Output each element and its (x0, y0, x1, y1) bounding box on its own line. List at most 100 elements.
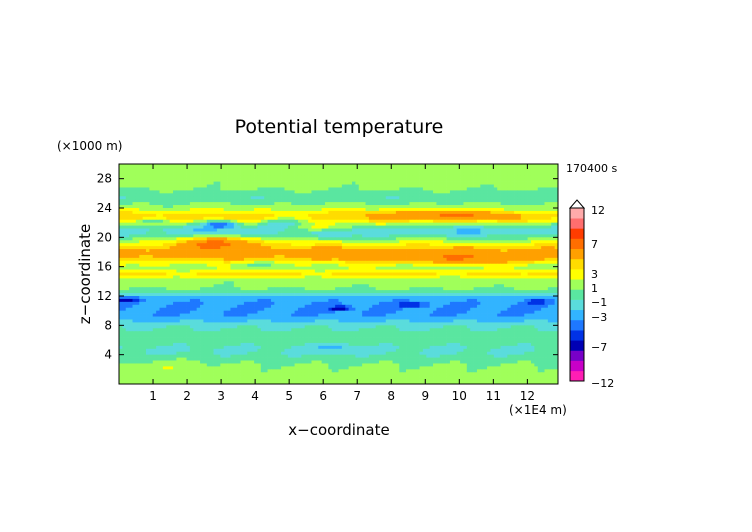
heatmap-cell (223, 254, 228, 259)
heatmap-cell (460, 219, 464, 224)
heatmap-cell (554, 228, 559, 232)
heatmap-cell (220, 249, 225, 253)
heatmap-cell (149, 193, 154, 197)
heatmap-cell (210, 249, 214, 253)
heatmap-cell (308, 190, 312, 194)
heatmap-cell (422, 202, 427, 206)
heatmap-cell (375, 199, 380, 203)
heatmap-cell (297, 237, 302, 241)
heatmap-cell (429, 234, 434, 238)
heatmap-cell (466, 205, 471, 209)
heatmap-cell (321, 225, 326, 229)
heatmap-cell (210, 166, 214, 171)
heatmap-cell (206, 275, 211, 279)
heatmap-cell (250, 202, 255, 206)
heatmap-cell (125, 231, 130, 235)
heatmap-cell (257, 210, 262, 215)
heatmap-cell (301, 193, 306, 197)
heatmap-cell (243, 228, 248, 232)
heatmap-cell (220, 225, 225, 229)
heatmap-cell (179, 269, 184, 273)
heatmap-cell (119, 187, 123, 191)
heatmap-cell (392, 175, 397, 180)
heatmap-cell (554, 246, 559, 250)
heatmap-cell (554, 178, 559, 182)
heatmap-cell (429, 272, 434, 276)
heatmap-cell (122, 269, 127, 273)
heatmap-cell (527, 181, 532, 185)
heatmap-cell (284, 193, 289, 197)
heatmap-cell (480, 202, 485, 206)
heatmap-cell (166, 199, 171, 203)
heatmap-cell (345, 252, 349, 256)
heatmap-cell (230, 190, 235, 194)
heatmap-cell (291, 246, 295, 250)
heatmap-cell (527, 272, 532, 276)
heatmap-cell (314, 216, 319, 221)
heatmap-cell (372, 166, 376, 171)
heatmap-cell (173, 260, 177, 265)
heatmap-cell (142, 181, 147, 185)
heatmap-cell (514, 266, 518, 270)
heatmap-cell (473, 205, 478, 209)
heatmap-cell (119, 210, 123, 215)
heatmap-cell (524, 237, 528, 241)
heatmap-cell (379, 213, 383, 218)
heatmap-cell (460, 254, 464, 259)
heatmap-cell (270, 166, 275, 171)
heatmap-cell (433, 178, 437, 182)
heatmap-cell (493, 252, 498, 256)
heatmap-cell (385, 249, 390, 253)
heatmap-cell (456, 210, 461, 215)
heatmap-cell (551, 213, 555, 218)
heatmap-cell (142, 205, 147, 209)
heatmap-cell (524, 266, 528, 270)
heatmap-cell (358, 175, 363, 180)
heatmap-cell (142, 219, 147, 224)
heatmap-cell (233, 257, 238, 262)
heatmap-cell (152, 263, 157, 268)
heatmap-cell (406, 172, 410, 177)
heatmap-cell (345, 225, 349, 229)
heatmap-cell (338, 172, 343, 177)
heatmap-cell (203, 187, 208, 191)
heatmap-cell (240, 164, 245, 168)
heatmap-cell (264, 172, 268, 177)
heatmap-cell (308, 228, 312, 232)
heatmap-cell (470, 246, 474, 250)
heatmap-cell (294, 202, 299, 206)
heatmap-cell (149, 205, 154, 209)
heatmap-cell (227, 263, 231, 268)
heatmap-cell (527, 260, 532, 265)
heatmap-cell (473, 266, 478, 270)
heatmap-cell (352, 164, 356, 168)
heatmap-cell (372, 190, 376, 194)
heatmap-cell (240, 275, 245, 279)
heatmap-cell (169, 234, 174, 238)
heatmap-cell (487, 216, 491, 221)
heatmap-cell (281, 240, 285, 244)
heatmap-cell (297, 213, 302, 218)
heatmap-cell (291, 219, 295, 224)
heatmap-cell (348, 269, 353, 273)
heatmap-cell (135, 240, 140, 244)
heatmap-cell (412, 257, 417, 262)
heatmap-cell (125, 257, 130, 262)
heatmap-cell (277, 269, 282, 273)
heatmap-cell (365, 213, 370, 218)
heatmap-cell (514, 260, 518, 265)
heatmap-cell (493, 263, 498, 268)
heatmap-cell (193, 260, 198, 265)
heatmap-cell (200, 184, 204, 188)
heatmap-cell (362, 205, 366, 209)
heatmap-cell (534, 260, 539, 265)
heatmap-cell (493, 231, 498, 235)
heatmap-cell (395, 269, 400, 273)
heatmap-cell (345, 196, 349, 200)
heatmap-cell (422, 222, 427, 226)
heatmap-cell (446, 254, 451, 259)
heatmap-cell (419, 169, 424, 174)
heatmap-cell (443, 260, 447, 265)
heatmap-cell (382, 208, 387, 212)
heatmap-cell (139, 196, 143, 200)
